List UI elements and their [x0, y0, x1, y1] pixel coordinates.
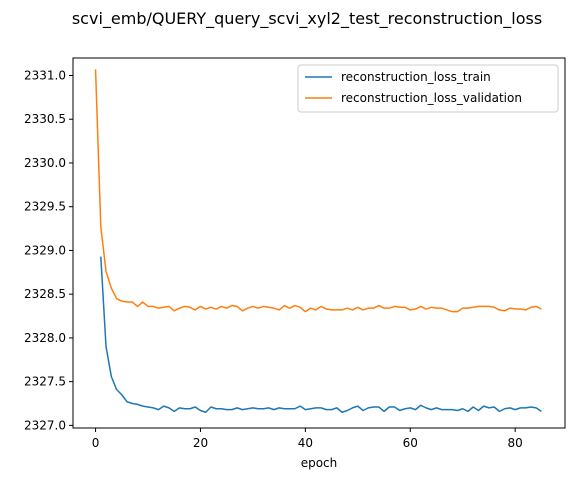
x-axis-label: epoch	[301, 456, 338, 470]
axes-frame	[72, 57, 566, 429]
y-tick-label: 2330.5	[24, 112, 66, 126]
x-axis: 0 20 40 60 80	[92, 428, 523, 450]
legend-label: reconstruction_loss_validation	[341, 91, 522, 105]
y-axis: 2327.0 2327.5 2328.0 2328.5 2329.0 2329.5 2330…	[24, 68, 73, 432]
legend-box	[297, 64, 559, 113]
y-tick-label: 2330.0	[24, 156, 66, 170]
legend: reconstruction_loss_train reconstruction_…	[297, 64, 559, 113]
y-tick-label: 2329.0	[24, 243, 66, 257]
series-line-train	[100, 256, 542, 414]
y-tick-label: 2328.0	[24, 331, 66, 345]
y-tick-label: 2331.0	[24, 68, 66, 82]
x-tick-label: 0	[92, 436, 100, 450]
plot-area	[94, 69, 542, 414]
x-tick-label: 20	[193, 436, 208, 450]
y-tick-label: 2327.0	[24, 418, 66, 432]
y-tick-label: 2328.5	[24, 287, 66, 301]
series-line-validation	[94, 69, 542, 313]
y-tick-label: 2329.5	[24, 200, 66, 214]
x-tick-label: 40	[298, 436, 313, 450]
y-tick-label: 2327.5	[24, 375, 66, 389]
x-tick-label: 80	[508, 436, 523, 450]
x-tick-label: 60	[403, 436, 418, 450]
chart-title: scvi_emb/QUERY_query_scvi_xyl2_test_reco…	[72, 9, 542, 29]
legend-label: reconstruction_loss_train	[341, 70, 491, 84]
